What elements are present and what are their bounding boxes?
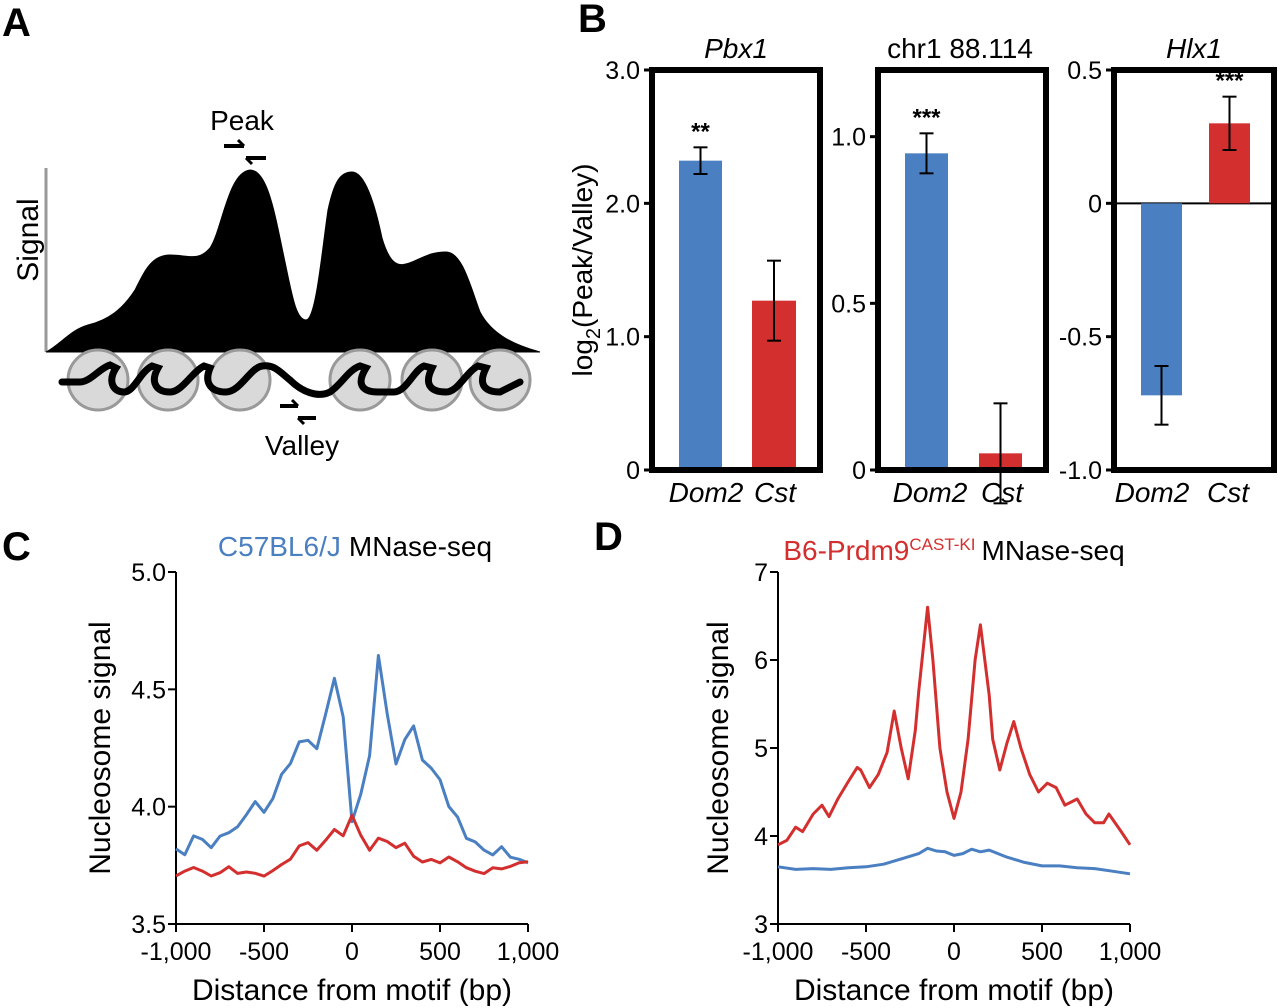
category-label: Dom2 bbox=[893, 477, 968, 508]
y-axis-label: Nucleosome signal bbox=[84, 621, 117, 874]
panel-d: D B6-Prdm9CAST-KI MNase-seq 3 4 5 6 7 -1,000 -5… bbox=[594, 515, 1161, 1007]
signal-profile bbox=[45, 169, 541, 353]
panel-d-strain: B6-Prdm9 bbox=[783, 535, 909, 566]
x-axis-label: Distance from motif (bp) bbox=[192, 974, 512, 1007]
category-label: Cst bbox=[981, 477, 1024, 508]
y-tick-label: 0.5 bbox=[1067, 57, 1102, 85]
y-tick-label: 5.0 bbox=[131, 559, 166, 587]
x-tick-label: 1,000 bbox=[497, 938, 560, 966]
y-tick-label: -1.0 bbox=[1059, 457, 1102, 485]
y-tick-label: 2.0 bbox=[605, 190, 640, 218]
bar-dom2 bbox=[905, 153, 948, 471]
panel-c-assay: MNase-seq bbox=[349, 531, 492, 562]
y-tick-label: 1.0 bbox=[605, 324, 640, 352]
y-tick-label: 3.0 bbox=[605, 57, 640, 85]
x-axis-label: Distance from motif (bp) bbox=[794, 974, 1114, 1007]
plot-frame bbox=[1111, 67, 1277, 473]
x-tick-label: -500 bbox=[841, 938, 891, 966]
panel-d-title: B6-Prdm9CAST-KI MNase-seq bbox=[783, 535, 1124, 566]
category-label: Cst bbox=[754, 477, 797, 508]
series-line-blue bbox=[175, 654, 529, 865]
y-tick-label: 0 bbox=[1088, 190, 1102, 218]
dna-strand bbox=[58, 361, 524, 398]
panel-d-letter: D bbox=[594, 515, 623, 559]
panel-b-ylabel: log2(Peak/Valley) bbox=[567, 164, 605, 377]
line-chart-c: 3.5 4.0 4.5 5.0 -1,000 -500 0 500 1,000 Distance … bbox=[84, 559, 559, 1007]
panel-c-title: C57BL6/J MNase-seq bbox=[218, 531, 492, 562]
bar-chart-pbx1: Pbx1 0 1.0 2.0 3.0 ** Dom2 Cst bbox=[605, 33, 823, 508]
ylabel-ratio: (Peak/Valley) bbox=[567, 164, 598, 328]
y-tick-label: 5 bbox=[754, 735, 768, 763]
chart-title: Pbx1 bbox=[704, 33, 768, 64]
ylabel-sub: 2 bbox=[583, 328, 605, 339]
y-tick-label: 4.0 bbox=[131, 794, 166, 822]
valley-arrows bbox=[280, 398, 316, 426]
bar-dom2 bbox=[1141, 203, 1182, 396]
peak-label: Peak bbox=[210, 105, 275, 136]
y-tick-label: 4.5 bbox=[131, 676, 166, 704]
y-tick-label: 1.0 bbox=[831, 124, 866, 152]
panel-b: B log2(Peak/Valley) Pbx1 0 1.0 2.0 3.0 ** Dom2… bbox=[567, 0, 1277, 508]
plot-frame bbox=[875, 67, 1049, 473]
category-label: Cst bbox=[1207, 477, 1250, 508]
category-label: Dom2 bbox=[669, 477, 744, 508]
y-tick-label: 3 bbox=[754, 911, 768, 939]
x-tick-label: -500 bbox=[239, 938, 289, 966]
valley-label: Valley bbox=[265, 430, 339, 461]
x-tick-label: 0 bbox=[345, 938, 359, 966]
y-tick-label: -0.5 bbox=[1059, 324, 1102, 352]
x-tick-label: -1,000 bbox=[743, 938, 814, 966]
y-tick-label: 0 bbox=[626, 457, 640, 485]
signal-axis-label: Signal bbox=[12, 198, 45, 281]
ylabel-log: log bbox=[567, 339, 598, 376]
significance-label: ** bbox=[691, 118, 710, 145]
chart-title: Hlx1 bbox=[1166, 33, 1222, 64]
y-tick-label: 0.5 bbox=[831, 290, 866, 318]
chart-title: chr1 88.114 bbox=[887, 33, 1033, 64]
panel-a: A Signal Peak Valley bbox=[2, 1, 541, 461]
panel-d-assay: MNase-seq bbox=[982, 535, 1125, 566]
series-line-red bbox=[777, 605, 1132, 847]
y-tick-label: 3.5 bbox=[131, 911, 166, 939]
bar-dom2 bbox=[679, 160, 722, 470]
series-line-red bbox=[175, 813, 529, 878]
series-line-blue bbox=[777, 846, 1131, 876]
bar-chart-chr1: chr1 88.114 0 0.5 1.0 *** Dom2 Cst bbox=[831, 33, 1049, 508]
significance-label: *** bbox=[912, 104, 941, 131]
x-tick-label: 500 bbox=[1021, 938, 1063, 966]
panel-d-strain-sup: CAST-KI bbox=[909, 535, 975, 554]
panel-c-letter: C bbox=[2, 525, 31, 569]
y-tick-label: 4 bbox=[754, 823, 768, 851]
panel-c-strain: C57BL6/J bbox=[218, 531, 341, 562]
category-label: Dom2 bbox=[1115, 477, 1190, 508]
y-axis-label: Nucleosome signal bbox=[702, 621, 735, 874]
plot-frame bbox=[649, 67, 823, 473]
panel-c: C C57BL6/J MNase-seq 3.5 4.0 4.5 5.0 -1,000 -5… bbox=[2, 525, 559, 1007]
x-tick-label: -1,000 bbox=[141, 938, 212, 966]
y-tick-label: 7 bbox=[754, 559, 768, 587]
y-tick-label: 6 bbox=[754, 647, 768, 675]
x-tick-label: 500 bbox=[419, 938, 461, 966]
x-tick-label: 0 bbox=[947, 938, 961, 966]
x-tick-label: 1,000 bbox=[1099, 938, 1162, 966]
panel-b-letter: B bbox=[578, 0, 607, 41]
line-chart-d: 3 4 5 6 7 -1,000 -500 0 500 1,000 Distance from mo… bbox=[702, 559, 1161, 1007]
peak-arrows bbox=[224, 138, 266, 166]
panel-a-letter: A bbox=[2, 1, 31, 45]
y-tick-label: 0 bbox=[852, 457, 866, 485]
